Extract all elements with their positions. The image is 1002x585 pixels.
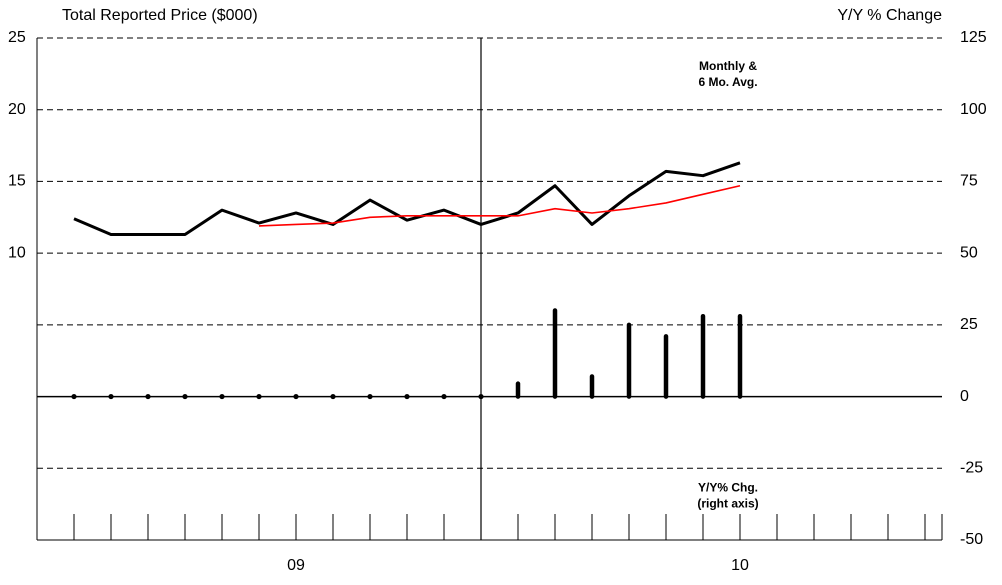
y2-tick-label: 0 bbox=[960, 388, 969, 405]
zero-point bbox=[478, 393, 484, 400]
y-tick-label: 25 bbox=[8, 29, 26, 46]
y-axis-label: Total Reported Price ($000) bbox=[62, 7, 258, 24]
y2-tick-label: -50 bbox=[960, 531, 983, 548]
y2-tick-label: 100 bbox=[960, 101, 987, 118]
zero-point bbox=[293, 393, 299, 400]
zero-point bbox=[219, 393, 225, 400]
y-tick-label: 10 bbox=[8, 244, 26, 261]
y2-tick-label: 75 bbox=[960, 173, 978, 190]
annotation: (right axis) bbox=[697, 497, 758, 511]
zero-point bbox=[145, 393, 151, 400]
zero-point bbox=[71, 393, 77, 400]
x-tick-label: 09 bbox=[287, 557, 305, 574]
y2-tick-label: 25 bbox=[960, 316, 978, 333]
y2-tick-label: 125 bbox=[960, 29, 987, 46]
y2-tick-label: 50 bbox=[960, 244, 978, 261]
zero-point bbox=[441, 393, 447, 400]
zero-point bbox=[108, 393, 114, 400]
y2-axis-label: Y/Y % Change bbox=[837, 7, 942, 24]
zero-point bbox=[182, 393, 188, 400]
annotation: 6 Mo. Avg. bbox=[698, 75, 757, 89]
x-tick-label: 10 bbox=[731, 557, 749, 574]
zero-point bbox=[330, 393, 336, 400]
annotation: Y/Y% Chg. bbox=[698, 481, 758, 495]
y2-tick-label: -25 bbox=[960, 460, 983, 477]
zero-point bbox=[367, 393, 373, 400]
y-tick-label: 15 bbox=[8, 173, 26, 190]
y-tick-label: 20 bbox=[8, 101, 26, 118]
line-series bbox=[73, 161, 741, 236]
zero-point bbox=[256, 393, 262, 400]
annotation: Monthly & bbox=[699, 59, 757, 73]
line-series bbox=[258, 184, 741, 227]
zero-point bbox=[404, 393, 410, 400]
